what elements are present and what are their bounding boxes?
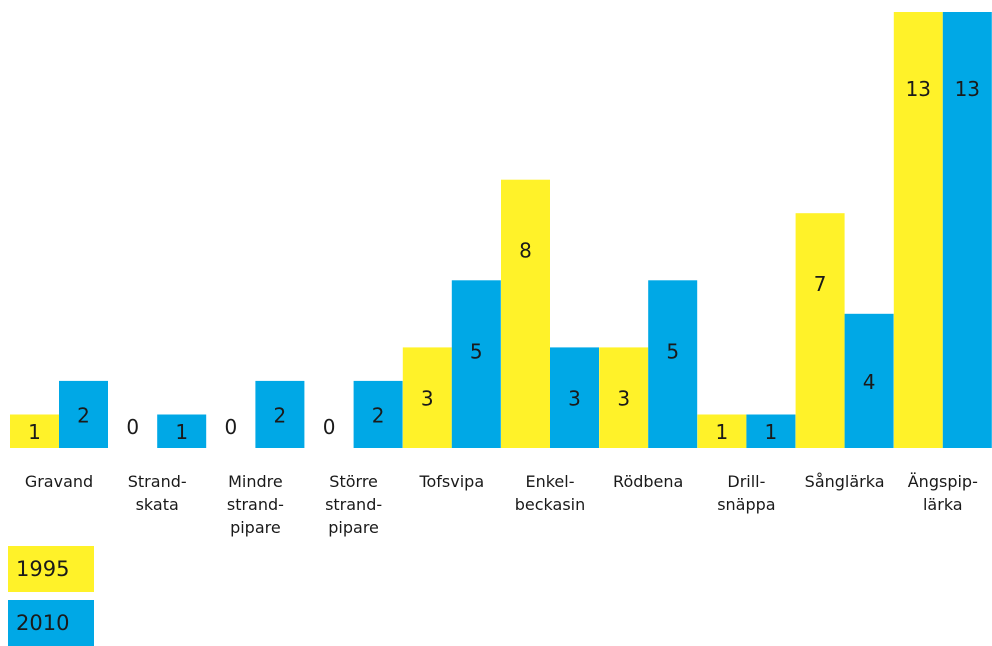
category-label-2: Mindre strand-pipare [227, 472, 284, 537]
bar-1995-6 [599, 347, 649, 448]
bar-2010-7 [746, 414, 796, 448]
bar-value-label-2010-0: 2 [77, 404, 90, 428]
bar-2010-5 [550, 347, 599, 448]
bar-2010-3 [353, 380, 403, 448]
bar-2010-9 [942, 12, 992, 448]
bar-1995-4 [402, 347, 452, 448]
category-label-5: Enkel-beckasin [515, 472, 586, 514]
bar-value-label-1995-5: 8 [519, 239, 532, 263]
bar-value-label-1995-3: 0 [323, 415, 336, 439]
bar-value-label-1995-8: 7 [814, 272, 827, 296]
bar-value-label-1995-1: 0 [126, 415, 139, 439]
bar-value-label-2010-4: 5 [470, 339, 483, 363]
bar-value-label-2010-1: 1 [175, 420, 188, 444]
bar-2010-1 [157, 414, 207, 448]
legend-item-2010: 2010 [8, 600, 94, 646]
bar-value-label-1995-4: 3 [421, 387, 434, 411]
bar-1995-5 [501, 179, 550, 448]
bar-1995-0 [10, 414, 59, 448]
bar-1995-7 [697, 414, 747, 448]
bar-value-label-1995-2: 0 [225, 415, 238, 439]
bar-1995-8 [795, 213, 845, 448]
bar-value-label-1995-6: 3 [617, 387, 630, 411]
bar-2010-2 [255, 380, 305, 448]
bar-value-label-2010-5: 3 [568, 387, 581, 411]
legend-label-1995: 1995 [16, 557, 70, 581]
category-label-8: Sånglärka [805, 472, 885, 491]
category-label-7: Drill-snäppa [717, 472, 775, 514]
bar-value-label-1995-0: 1 [28, 420, 41, 444]
category-label-1: Strand-skata [128, 472, 187, 514]
legend-label-2010: 2010 [16, 611, 70, 635]
bar-2010-4 [451, 280, 501, 448]
bar-value-label-2010-3: 2 [372, 404, 385, 428]
bar-2010-8 [844, 313, 894, 448]
category-label-6: Rödbena [613, 472, 683, 491]
category-label-4: Tofsvipa [418, 472, 484, 491]
bar-value-label-2010-8: 4 [863, 370, 876, 394]
category-label-9: Ängspip-lärka [908, 472, 978, 514]
bar-2010-6 [648, 280, 698, 448]
legend-item-1995: 1995 [8, 546, 94, 592]
bar-value-label-2010-9: 13 [955, 77, 980, 101]
bar-labels-group: 1 2 0 1 0 2 0 2 3 5 8 3 3 5 1 1 7 4 13 13 [28, 77, 980, 444]
bars-group [10, 12, 992, 448]
bar-value-label-2010-7: 1 [765, 420, 778, 444]
bar-value-label-2010-6: 5 [666, 339, 679, 363]
bar-value-label-1995-7: 1 [716, 420, 729, 444]
bar-2010-0 [59, 380, 108, 448]
bar-value-label-1995-9: 13 [906, 77, 931, 101]
category-label-3: Större strand-pipare [325, 472, 382, 537]
bar-1995-9 [893, 12, 943, 448]
category-label-0: Gravand [25, 472, 93, 491]
bar-value-label-2010-2: 2 [274, 404, 287, 428]
category-labels-group: Gravand Strand-skata Mindre strand-pipare St… [25, 472, 978, 537]
